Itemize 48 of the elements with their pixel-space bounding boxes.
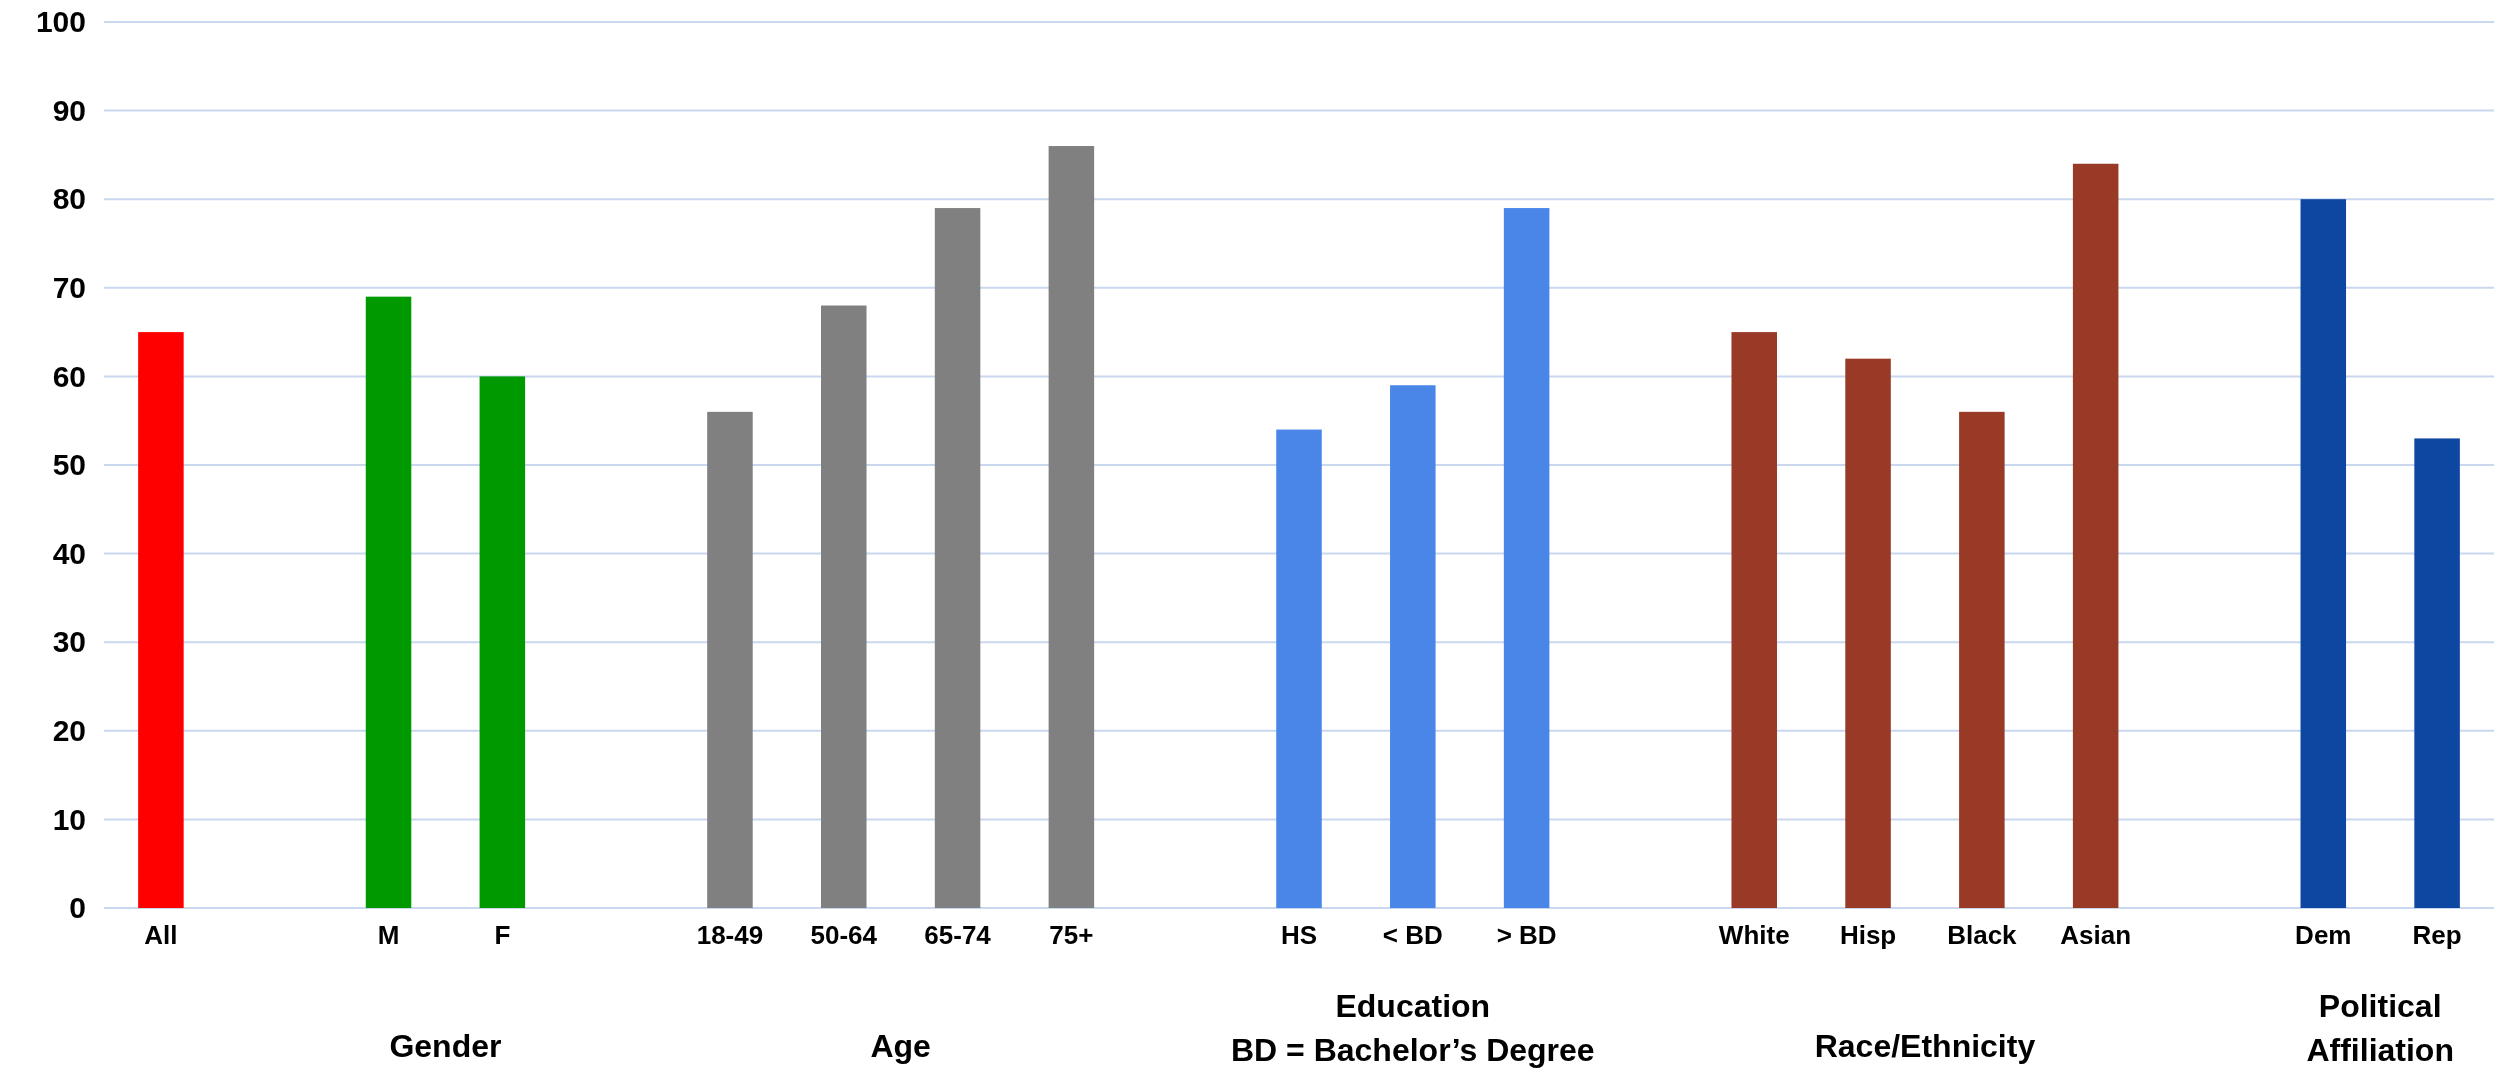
x-tick-label: Dem: [2295, 920, 2352, 951]
bar: [1959, 411, 2005, 908]
bar: [2072, 163, 2119, 908]
y-tick-label: 10: [52, 802, 86, 836]
bar: [1048, 146, 1095, 908]
bar: [479, 376, 526, 908]
x-tick-label: 18-49: [696, 920, 764, 951]
y-tick-label: 100: [35, 5, 86, 39]
y-tick-label: 60: [52, 359, 86, 393]
x-tick-label: Hisp: [1839, 920, 1897, 951]
bar: [707, 411, 753, 908]
bar: [2300, 199, 2347, 908]
bar: [1845, 358, 1891, 908]
x-tick-label: Asian: [2060, 920, 2132, 951]
bar: [1276, 429, 1322, 908]
y-tick-label: 30: [52, 625, 86, 659]
x-tick-label: White: [1718, 920, 1790, 951]
bar: [2414, 438, 2460, 908]
y-tick-label: 0: [69, 891, 86, 925]
text: Education BD = Bachelor’s Degree: [1230, 988, 1595, 1068]
x-tick-label: M: [377, 920, 400, 951]
x-tick-label: > BD: [1496, 920, 1557, 951]
bar: [138, 332, 184, 908]
bar: [365, 296, 412, 908]
x-tick-label: < BD: [1382, 920, 1443, 951]
bar: [1503, 208, 1550, 908]
x-tick-label: HS: [1280, 920, 1318, 951]
x-tick-label: 65-74: [924, 920, 992, 951]
bar: [821, 305, 867, 908]
bar: [1731, 332, 1777, 908]
y-tick-label: 70: [52, 270, 86, 304]
text: Gender: [389, 1028, 502, 1064]
x-tick-label: 75+: [1049, 920, 1094, 951]
y-tick-label: 80: [52, 182, 86, 216]
text: Race/Ethnicity: [1814, 1028, 2036, 1064]
text: Age: [870, 1028, 931, 1064]
y-tick-label: 40: [52, 536, 86, 570]
x-tick-label: All: [144, 920, 178, 951]
bar: [934, 208, 981, 908]
x-tick-label: F: [494, 920, 511, 951]
y-tick-label: 50: [52, 448, 86, 482]
x-tick-label: 50-64: [810, 920, 878, 951]
x-tick-label: Rep: [2412, 920, 2462, 951]
y-tick-label: 20: [52, 713, 86, 747]
y-tick-label: 90: [52, 93, 86, 127]
text: Political Affiliation: [2306, 988, 2454, 1068]
bar: [1390, 385, 1436, 908]
x-tick-label: Black: [1947, 920, 2018, 951]
